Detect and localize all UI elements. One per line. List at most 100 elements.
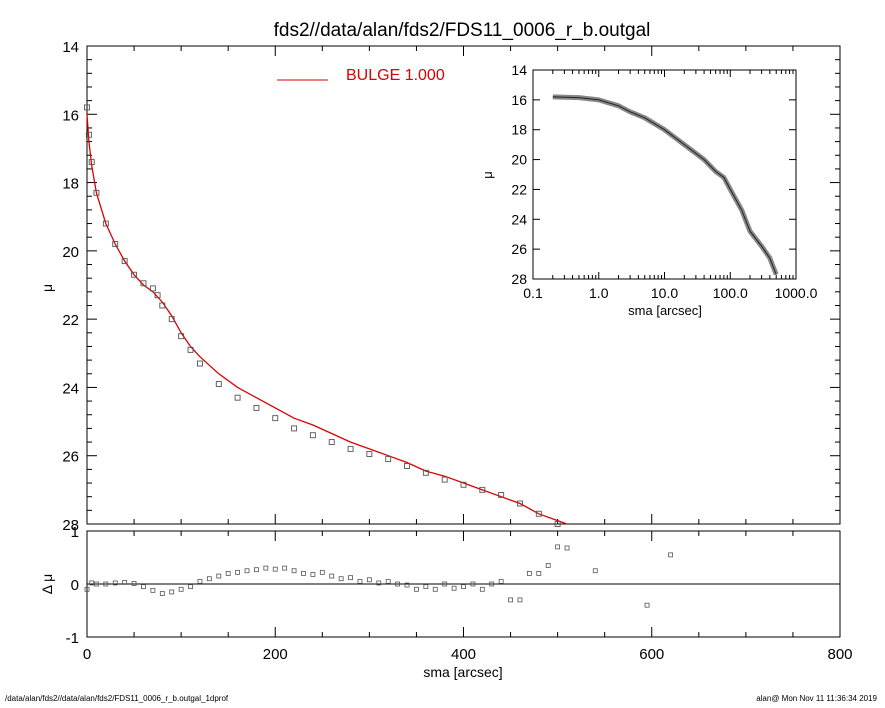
residual-point <box>668 552 673 558</box>
residual-point <box>150 587 156 593</box>
main-gridlines: 14 16 18 20 22 24 26 28 <box>62 39 841 534</box>
data-point <box>328 439 335 446</box>
residual-point <box>301 571 306 576</box>
main-y-tick-label: 14 <box>62 39 79 56</box>
data-point <box>131 271 138 278</box>
data-point <box>88 159 95 166</box>
residual-point <box>498 578 504 584</box>
data-point <box>517 500 523 507</box>
residual-series <box>84 544 673 608</box>
data-point <box>366 451 373 457</box>
data-point <box>479 486 486 493</box>
residual-y-axis-label: Δ μ <box>39 574 55 595</box>
data-point <box>85 131 92 138</box>
residual-point <box>644 602 650 608</box>
residual-point <box>423 584 429 590</box>
inset-x-tick-label: 1.0 <box>589 285 609 301</box>
residual-point <box>508 597 513 603</box>
main-y-tick-label: 22 <box>62 312 79 329</box>
main-y-tick-label: 20 <box>62 244 79 261</box>
main-y-tick-label: 24 <box>62 380 79 397</box>
residual-point <box>517 597 523 603</box>
residual-point <box>206 576 212 582</box>
residual-point <box>348 575 353 581</box>
residual-y-tick-label: -1 <box>66 630 79 647</box>
residual-point <box>442 581 448 587</box>
residual-point <box>103 581 109 587</box>
legend-label: BULGE 1.000 <box>346 67 445 84</box>
data-point <box>196 360 203 367</box>
data-point <box>121 258 128 265</box>
residual-point <box>169 589 175 595</box>
residual-point <box>489 581 495 587</box>
data-point <box>149 285 156 292</box>
main-plot: 14 16 18 20 22 24 26 28 BULGE 1.000 μ <box>39 39 841 534</box>
data-point <box>309 432 316 439</box>
data-point <box>404 463 410 469</box>
residual-point <box>479 586 485 592</box>
residual-point <box>536 571 542 576</box>
data-point <box>460 481 467 488</box>
x-tick-label: 0 <box>83 646 91 663</box>
data-point <box>272 415 279 422</box>
residual-point <box>461 584 466 590</box>
residual-y-tick-label: 0 <box>71 577 79 594</box>
data-point <box>140 280 147 287</box>
inset-y-tick-label: 28 <box>511 271 527 287</box>
residual-point <box>564 545 570 551</box>
inset-y-axis-label: μ <box>480 171 495 179</box>
residual-point <box>188 584 193 590</box>
residual-point <box>89 580 95 586</box>
inset-axis-ticks: 14 16 18 20 22 24 26 280.1 1.0 10.0 100.0 1000.0 <box>511 62 817 301</box>
data-point <box>154 292 161 299</box>
inset-x-tick-label: 1000.0 <box>775 285 818 301</box>
x-axis-label: sma [arcsec] <box>423 664 502 680</box>
data-point <box>422 469 429 476</box>
inset-y-tick-label: 22 <box>511 181 527 197</box>
residual-point <box>216 573 222 579</box>
x-tick-label: 200 <box>263 646 288 663</box>
chart-title: fds2//data/alan/fds2/FDS11_0006_r_b.outg… <box>274 20 651 41</box>
inset-x-tick-label: 10.0 <box>651 285 678 301</box>
residual-point <box>254 567 259 573</box>
inset-y-tick-label: 16 <box>511 92 527 108</box>
data-point <box>253 404 260 411</box>
inset-y-tick-label: 18 <box>511 122 527 138</box>
inset-plot-frame <box>532 69 797 280</box>
data-series <box>84 104 561 527</box>
residual-point <box>366 577 372 583</box>
data-point <box>112 241 119 247</box>
residual-point <box>291 568 297 574</box>
residual-point <box>310 572 316 577</box>
main-y-tick-label: 28 <box>62 517 79 534</box>
data-point <box>93 189 100 196</box>
data-point <box>441 476 448 483</box>
model-series <box>86 114 568 525</box>
inset-x-axis-label: sma [arcsec] <box>628 303 702 318</box>
residual-point <box>225 571 231 576</box>
residual-point <box>376 580 382 586</box>
residual-point <box>263 565 269 571</box>
data-point <box>102 220 109 227</box>
residual-point <box>451 585 457 591</box>
residual-point <box>244 568 250 574</box>
main-y-tick-label: 16 <box>62 107 79 124</box>
residual-point <box>395 581 401 587</box>
main-plot-frame <box>86 45 841 525</box>
data-point <box>234 394 241 401</box>
data-point <box>498 492 505 498</box>
residual-point <box>404 582 410 588</box>
data-point <box>347 445 354 452</box>
inset-y-tick-label: 20 <box>511 152 527 168</box>
residual-point <box>329 573 335 579</box>
residual-point <box>94 581 99 587</box>
inset-x-tick-label: 100.0 <box>713 285 748 301</box>
data-point <box>385 456 392 463</box>
inset-y-tick-label: 26 <box>511 241 527 257</box>
residual-point <box>555 544 561 550</box>
footer-file-path: /data/alan/fds2//data/alan/fds2/FDS11_00… <box>5 694 229 703</box>
residual-point <box>282 565 288 571</box>
